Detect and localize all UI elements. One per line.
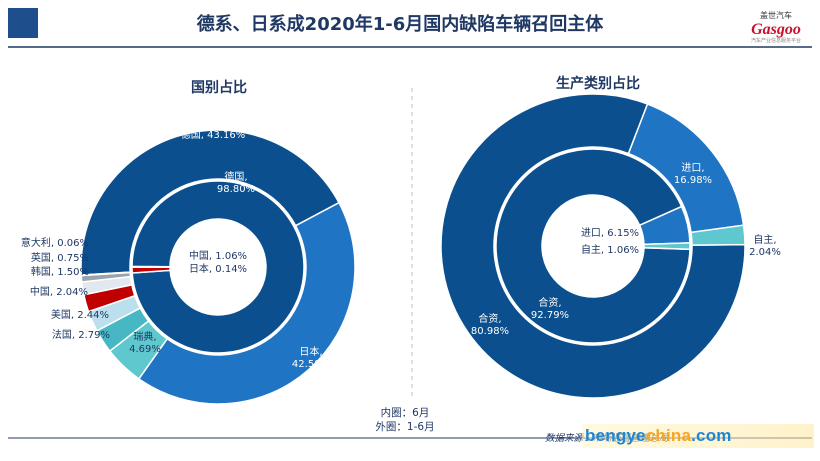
inner-ring-category-slice-joint-venture — [495, 148, 691, 344]
watermark-background — [582, 424, 814, 448]
logo-tagline: 汽车产业信息服务平台 — [751, 37, 801, 44]
logo-text-en: Gasgoo — [751, 21, 801, 38]
label-outer-uk: 英国, 0.75% — [31, 251, 89, 264]
label-outer-usa: 美国, 2.44% — [51, 308, 109, 321]
outer-ring-note: 外圈：1-6月 — [375, 421, 434, 433]
label-outer-domestic: 自主, 2.04% — [749, 233, 781, 258]
donut-chart-category: 合资, 80.98% 进口, 16.98% 自主, 2.04% 合资, 92.79% 进口, 6… — [440, 93, 781, 399]
donut-chart-country: 德国, 43.16% 日本, 42.58% 瑞典, 4.69% 法国, 2.79% 美国, … — [21, 128, 356, 405]
label-outer-germany: 德国, 43.16% — [181, 128, 246, 141]
outer-ring-category-slice-joint-venture — [440, 93, 746, 399]
inner-ring-note: 内圈：6月 — [381, 406, 430, 419]
label-outer-italy: 意大利, 0.06% — [21, 236, 89, 249]
chart-title-country: 国别占比 — [191, 79, 247, 96]
inner-ring-country-slice-japan — [131, 265, 171, 269]
label-outer-china: 中国, 2.04% — [30, 285, 88, 298]
label-outer-france: 法国, 2.79% — [52, 328, 110, 341]
chart-title-category: 生产类别占比 — [556, 75, 640, 92]
label-outer-korea: 韩国, 1.50% — [31, 265, 89, 278]
donut-hole-country — [171, 220, 265, 314]
outer-ring-country-slice-japan — [137, 201, 356, 405]
outer-ring-category-slice-domestic — [690, 224, 746, 246]
outer-ring-country-slice-germany — [80, 129, 340, 276]
donut-hole-category — [543, 196, 643, 296]
label-outer-japan: 日本, 42.58% — [292, 345, 330, 370]
outer-ring-country-slice-italy — [80, 271, 131, 277]
label-outer-import: 进口, 16.98% — [674, 162, 712, 186]
label-inner-import: 进口, 6.15% — [581, 227, 639, 239]
label-inner-china: 中国, 1.06% — [189, 249, 247, 262]
inner-ring-country-slice-germany — [131, 180, 305, 354]
page-title: 德系、日系成2020年1-6月国内缺陷车辆召回主体 — [197, 13, 605, 35]
label-outer-joint-venture: 合资, 80.98% — [471, 312, 509, 337]
title-square-icon — [8, 8, 38, 38]
logo-text-cn: 盖世汽车 — [760, 10, 792, 20]
inner-ring-category-slice-domestic — [643, 242, 691, 251]
watermark-text: bengyechina.com — [585, 426, 732, 445]
gasgoo-logo: 盖世汽车 Gasgoo 汽车产业信息服务平台 — [751, 10, 801, 44]
label-inner-japan: 日本, 0.14% — [189, 262, 247, 275]
label-inner-joint-venture: 合资, 92.79% — [531, 296, 569, 321]
label-inner-domestic: 自主, 1.06% — [581, 243, 639, 256]
label-inner-germany: 德国, 98.80% — [217, 170, 255, 195]
label-outer-sweden: 瑞典, 4.69% — [129, 330, 161, 355]
